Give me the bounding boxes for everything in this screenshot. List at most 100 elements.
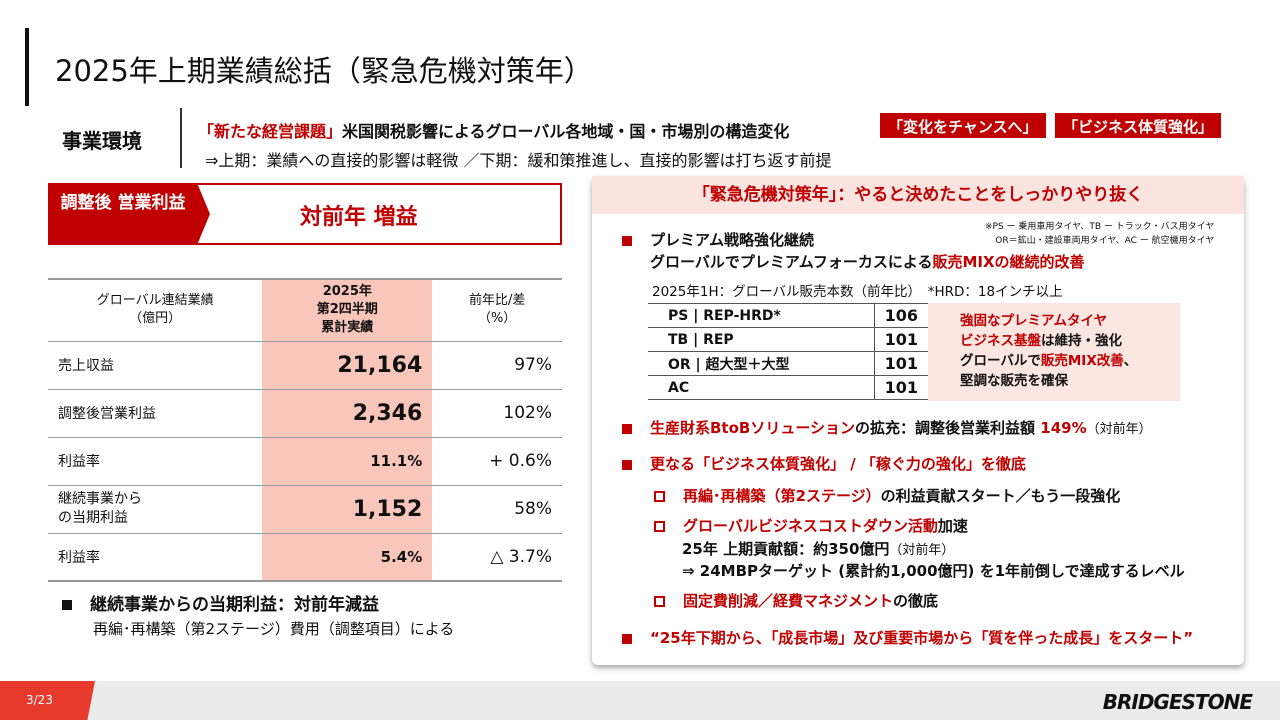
- table-header: グローバル連結業績 （億円） 2025年 第2四半期 累計実績 前年比/差 （%…: [48, 278, 562, 342]
- note-text: 継続事業からの当期利益：対前年減益: [90, 595, 379, 615]
- sub-fixedcost: 固定費削減／経費マネジメントの徹底: [654, 590, 938, 611]
- env-line2: ⇒上期：業績への直接的影響は軽微 ／下期：緩和策推進し、直接的影響は打ち返す前提: [205, 151, 832, 170]
- table-row: 継続事業から の当期利益 1,152 58%: [48, 485, 562, 534]
- cell: 58%: [432, 485, 562, 534]
- bullet-text: プレミアム戦略強化継続: [650, 231, 814, 249]
- table-row: 調整後営業利益 2,346 102%: [48, 389, 562, 438]
- cell: 継続事業から の当期利益: [48, 485, 263, 534]
- env-red: 「新たな経営課題」: [198, 122, 343, 141]
- bullet-strengthen: 更なる「ビジネス体質強化」 / 「稼ぐ力の強化」を徹底: [622, 453, 1026, 474]
- text: グローバルビジネスコストダウン活動: [683, 517, 938, 535]
- cell: 売上収益: [48, 341, 263, 390]
- summary-label: 調整後 営業利益: [48, 183, 210, 245]
- text: グローバルで: [960, 353, 1041, 369]
- cell: 106: [873, 303, 928, 328]
- footer: [0, 681, 1280, 720]
- table-row: 利益率 5.4% △ 3.7%: [48, 533, 562, 582]
- cell: AC: [648, 375, 875, 400]
- text: （対前年）: [1086, 422, 1152, 437]
- text: 生産財系BtoBソリューション: [650, 419, 856, 437]
- bullet-premium-sub: グローバルでプレミアムフォーカスによる販売MIXの継続的改善: [650, 251, 1085, 272]
- text: 販売MIXの継続的改善: [932, 253, 1085, 271]
- cell: 利益率: [48, 437, 263, 486]
- text: （対前年）: [889, 543, 955, 558]
- tag-chance: 「変化をチャンスへ」: [880, 113, 1046, 138]
- checkbox-icon: [654, 596, 665, 607]
- cell: △ 3.7%: [432, 533, 562, 582]
- cell: 11.1%: [262, 437, 433, 486]
- bullet-icon: [622, 459, 632, 470]
- env-black: 米国関税影響によるグローバル各地域・国・市場別の構造変化: [342, 122, 790, 141]
- costdown-amount: 25年 上期貢献額：約350億円（対前年）: [682, 538, 954, 559]
- summary-result: 対前年 増益: [300, 205, 418, 230]
- text: 加速: [937, 517, 968, 535]
- text: の利益貢献スタート／もう一段強化: [880, 487, 1121, 505]
- text: 25年 上期貢献額：約350億円: [682, 540, 890, 558]
- cell: 101: [873, 351, 928, 376]
- text: 、 堅調な販売を確保: [960, 353, 1138, 389]
- page-title: 2025年上期業績総括（緊急危機対策年）: [55, 54, 593, 88]
- bullet-icon: [622, 235, 632, 246]
- bullet-premium: プレミアム戦略強化継続: [622, 229, 814, 250]
- col-header: グローバル連結業績 （億円）: [48, 278, 263, 342]
- right-panel: [592, 176, 1244, 665]
- bullet-icon: [62, 600, 72, 610]
- env-line1: 「新たな経営課題」米国関税影響によるグローバル各地域・国・市場別の構造変化: [198, 118, 789, 142]
- checkbox-icon: [654, 491, 665, 502]
- footnote-line: OR＝鉱山・建設車両用タイヤ、AC ー 航空機用タイヤ: [995, 236, 1215, 246]
- costdown-target: ⇒ 24MBPターゲット (累計約1,000億円) を1年前倒しで達成するレベル: [682, 562, 1185, 580]
- cell: TB | REP: [648, 327, 875, 352]
- text: は維持・強化: [1041, 333, 1122, 349]
- bullet-growth: “25年下期から、「成長市場」及び重要市場から「質を伴った成長」をスタート”: [622, 627, 1193, 648]
- table-row: TB | REP 101: [648, 327, 928, 352]
- financial-table: グローバル連結業績 （億円） 2025年 第2四半期 累計実績 前年比/差 （%…: [48, 278, 562, 582]
- checkbox-icon: [654, 521, 665, 532]
- tag-business: 「ビジネス体質強化」: [1055, 113, 1222, 138]
- sub-costdown: グローバルビジネスコストダウン活動加速: [654, 515, 968, 536]
- cell: 調整後営業利益: [48, 389, 263, 438]
- table-row: PS | REP-HRD* 106: [648, 303, 928, 328]
- text: 販売MIX改善: [1040, 353, 1124, 369]
- bullet-btob: 生産財系BtoBソリューションの拡充：調整後営業利益額 149%（対前年）: [622, 417, 1152, 438]
- footnote-line: ※PS ー 乗用車用タイヤ、TB ー トラック・バス用タイヤ: [985, 222, 1215, 232]
- bullet-icon: [622, 633, 632, 644]
- cell: 101: [873, 375, 928, 400]
- text: 固定費削減／経費マネジメント: [683, 592, 894, 610]
- cell: 5.4%: [262, 533, 433, 582]
- sales-caption: 2025年1H：グローバル販売本数（前年比） *HRD：18インチ以上: [652, 284, 1063, 300]
- table-row: 売上収益 21,164 97%: [48, 341, 562, 390]
- cell: 2,346: [262, 389, 433, 438]
- sales-table: PS | REP-HRD* 106 TB | REP 101 OR | 超大型＋大型…: [648, 303, 928, 400]
- table-row: OR | 超大型＋大型 101: [648, 351, 928, 376]
- text: “25年下期から、「成長市場」及び重要市場から「質を伴った成長」をスタート”: [650, 629, 1194, 647]
- cell: + 0.6%: [432, 437, 562, 486]
- text: の徹底: [893, 592, 939, 610]
- bridgestone-logo: BRIDGESTONE: [1102, 690, 1253, 714]
- env-label: 事業環境: [62, 129, 142, 153]
- text: グローバルでプレミアムフォーカスによる: [650, 253, 933, 271]
- cell: 101: [873, 327, 928, 352]
- divider: [180, 108, 182, 168]
- text: 再編･再構築（第2ステージ）: [683, 487, 881, 505]
- cell: 21,164: [262, 341, 433, 390]
- panel-header: 「緊急危機対策年」：やると決めたことをしっかりやり抜く: [592, 176, 1244, 214]
- table-row: AC 101: [648, 375, 928, 400]
- sales-note: 強固なプレミアムタイヤ ビジネス基盤は維持・強化 グローバルで販売MIX改善、 堅…: [928, 303, 1180, 401]
- text: の拡充：調整後営業利益額: [855, 419, 1041, 437]
- title-accent-bar: [25, 28, 29, 106]
- footnote: ※PS ー 乗用車用タイヤ、TB ー トラック・バス用タイヤ OR＝鉱山・建設車両…: [985, 220, 1214, 248]
- note-profit: 継続事業からの当期利益：対前年減益: [62, 590, 379, 615]
- page-number: 3/23: [0, 681, 95, 720]
- text: 強固なプレミアムタイヤ ビジネス基盤: [960, 313, 1108, 349]
- bullet-icon: [622, 423, 632, 434]
- cell: 1,152: [262, 485, 433, 534]
- cell: 利益率: [48, 533, 263, 582]
- cell: 97%: [432, 341, 562, 390]
- cell: OR | 超大型＋大型: [648, 351, 875, 376]
- table-row: 利益率 11.1% + 0.6%: [48, 437, 562, 486]
- col-header: 前年比/差 （%）: [432, 278, 562, 342]
- cell: 102%: [432, 389, 562, 438]
- text: 更なる「ビジネス体質強化」 / 「稼ぐ力の強化」を徹底: [650, 455, 1026, 473]
- note-reason: 再編･再構築（第2ステージ）費用（調整項目）による: [93, 620, 455, 638]
- col-header: 2025年 第2四半期 累計実績: [262, 278, 433, 342]
